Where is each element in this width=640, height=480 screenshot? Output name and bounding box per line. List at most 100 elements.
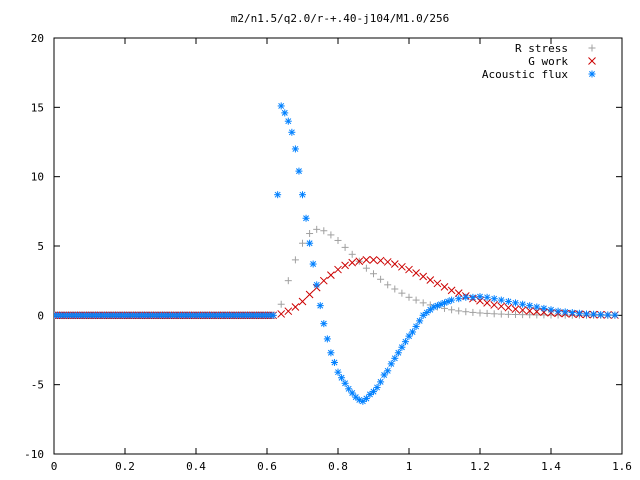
- data-point: [327, 231, 335, 239]
- data-point: [338, 374, 346, 382]
- x-tick-label: 0: [51, 460, 58, 473]
- data-point: [398, 289, 406, 297]
- data-point: [370, 270, 377, 278]
- data-point: [334, 236, 342, 244]
- data-point: [323, 335, 331, 343]
- data-point: [597, 311, 605, 319]
- data-point: [583, 310, 590, 318]
- data-point: [490, 295, 498, 303]
- axes: 0 0.2 0.4 0.6 0.8 1 1.2 1.4 1.6 -10 -5 0 5 10 15 20: [24, 32, 632, 473]
- data-point: [448, 296, 456, 304]
- data-point: [373, 383, 381, 391]
- legend-marker: [588, 57, 596, 65]
- data-point: [568, 309, 576, 317]
- data-point: [384, 367, 392, 375]
- data-point: [370, 388, 377, 396]
- data-point: [497, 296, 505, 304]
- data-point: [483, 309, 491, 317]
- x-tick-label: 0.4: [186, 460, 206, 473]
- x-tick-label: 0.8: [328, 460, 348, 473]
- plot-marks: [54, 102, 619, 405]
- data-point: [320, 320, 328, 328]
- data-point: [387, 360, 395, 368]
- data-point: [348, 250, 356, 258]
- data-point: [519, 300, 527, 308]
- data-point: [512, 299, 519, 307]
- x-tick-label: 0.2: [115, 460, 135, 473]
- x-tick-label: 1.2: [470, 460, 490, 473]
- data-point: [419, 311, 427, 319]
- legend-marker: [588, 70, 596, 78]
- plot-area: [54, 102, 619, 405]
- data-point: [327, 271, 335, 279]
- data-point: [483, 298, 491, 307]
- data-point: [504, 297, 512, 305]
- data-point: [277, 300, 285, 308]
- data-point: [511, 305, 520, 313]
- data-point: [362, 256, 371, 264]
- data-point: [440, 283, 449, 291]
- data-point: [483, 293, 491, 301]
- data-point: [306, 230, 314, 238]
- legend-label: R stress: [515, 42, 568, 55]
- y-tick-label: -10: [24, 448, 44, 461]
- data-point: [281, 109, 289, 117]
- data-point: [561, 308, 569, 316]
- data-point: [426, 276, 435, 284]
- y-tick-label: 0: [37, 309, 44, 322]
- data-point: [284, 307, 293, 316]
- data-point: [309, 260, 317, 268]
- data-point: [604, 311, 612, 319]
- data-point: [341, 261, 349, 270]
- data-point: [454, 289, 463, 298]
- x-tick-label: 1.4: [541, 460, 561, 473]
- data-point: [299, 239, 306, 247]
- data-point: [291, 303, 300, 311]
- data-point: [320, 227, 328, 235]
- data-point: [391, 354, 399, 362]
- data-point: [390, 260, 399, 268]
- y-tick-label: 20: [31, 32, 44, 45]
- data-point: [469, 308, 477, 316]
- data-point: [476, 293, 484, 301]
- data-point: [383, 258, 392, 266]
- data-point: [518, 306, 527, 314]
- legend-label: Acoustic flux: [482, 68, 568, 81]
- data-point: [455, 295, 463, 303]
- data-point: [330, 358, 338, 366]
- data-point: [547, 306, 555, 314]
- data-point: [277, 102, 285, 110]
- x-tick-label: 0.6: [257, 460, 277, 473]
- data-point: [533, 303, 541, 311]
- data-point: [575, 309, 583, 317]
- data-point: [611, 311, 619, 319]
- data-point: [512, 311, 519, 319]
- data-point: [476, 309, 484, 317]
- data-point: [316, 302, 324, 310]
- data-point: [352, 393, 360, 401]
- legend-marker: [588, 44, 596, 52]
- data-point: [291, 145, 299, 153]
- y-tick-label: 5: [37, 240, 44, 253]
- data-point: [533, 311, 541, 319]
- data-point: [590, 310, 598, 318]
- data-point: [462, 293, 470, 301]
- data-point: [377, 275, 385, 283]
- data-point: [504, 303, 513, 312]
- y-tick-label: -5: [31, 379, 44, 392]
- y-tick-label: 15: [31, 101, 44, 114]
- data-point: [409, 328, 417, 336]
- data-point: [313, 281, 321, 289]
- data-point: [377, 378, 385, 386]
- legend-marker-glyph: [588, 44, 596, 52]
- data-point: [299, 191, 306, 199]
- data-point: [284, 117, 292, 125]
- data-point: [376, 256, 385, 265]
- data-point: [455, 307, 463, 315]
- data-point: [490, 301, 499, 309]
- data-point: [306, 239, 314, 247]
- data-point: [327, 349, 335, 357]
- data-point: [369, 256, 378, 264]
- data-point: [412, 296, 420, 304]
